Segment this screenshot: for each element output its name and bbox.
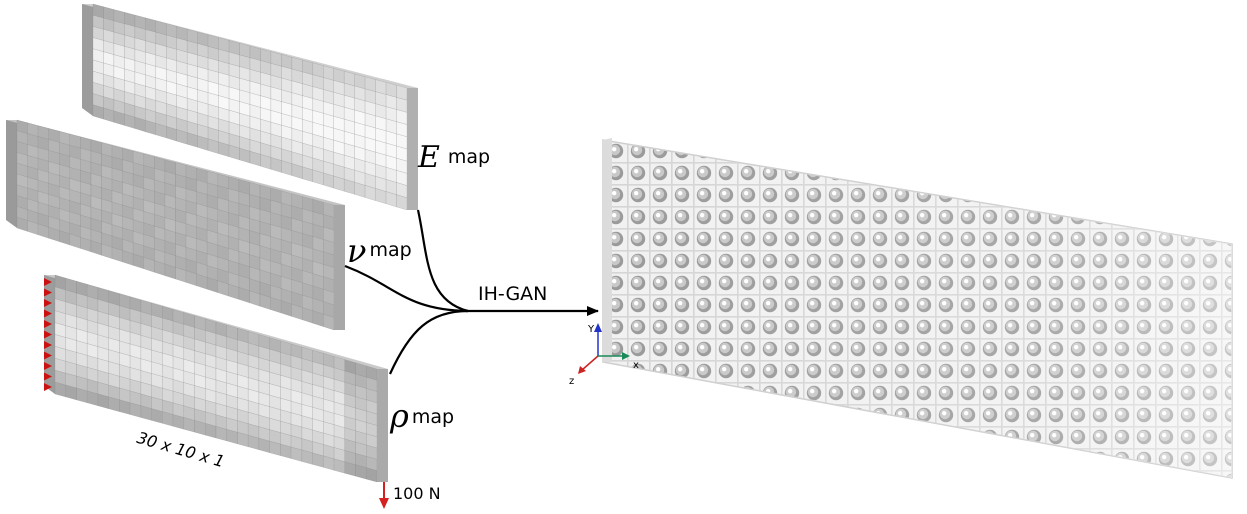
nu-map-slab: [6, 119, 345, 331]
support-marker: [44, 288, 52, 297]
load-label: 100 N: [393, 484, 441, 503]
support-marker: [44, 351, 52, 360]
nu-symbol: ν: [347, 232, 367, 270]
support-marker: [44, 341, 52, 349]
nu-map-label: ν map: [347, 232, 412, 270]
nu-map-word: map: [369, 239, 412, 261]
support-marker: [44, 362, 52, 370]
e-symbol: E: [418, 140, 440, 175]
rho-symbol: ρ: [390, 397, 409, 435]
support-marker: [44, 320, 52, 328]
rho-map-label: ρ map: [390, 397, 454, 435]
support-marker: [44, 309, 52, 318]
support-marker: [44, 383, 52, 391]
support-marker: [44, 372, 52, 381]
load-arrow: [379, 482, 389, 509]
e-map-word: map: [447, 146, 491, 168]
output-lattice: [602, 138, 1233, 479]
support-marker: [44, 299, 52, 307]
support-marker: [44, 330, 52, 339]
rho-map-word: map: [411, 406, 455, 428]
axis-y-label: Y: [588, 324, 595, 335]
axis-x-label: x: [633, 360, 639, 371]
support-marker: [44, 278, 52, 286]
axis-z-label: z: [569, 376, 575, 387]
fixed-support-markers: [44, 278, 52, 391]
e-map-slab: [82, 3, 418, 211]
axis-triad: [578, 323, 630, 374]
voxel-cell: [65, 384, 77, 401]
flow-connector: [344, 209, 469, 375]
model-label: IH-GAN: [478, 283, 548, 305]
